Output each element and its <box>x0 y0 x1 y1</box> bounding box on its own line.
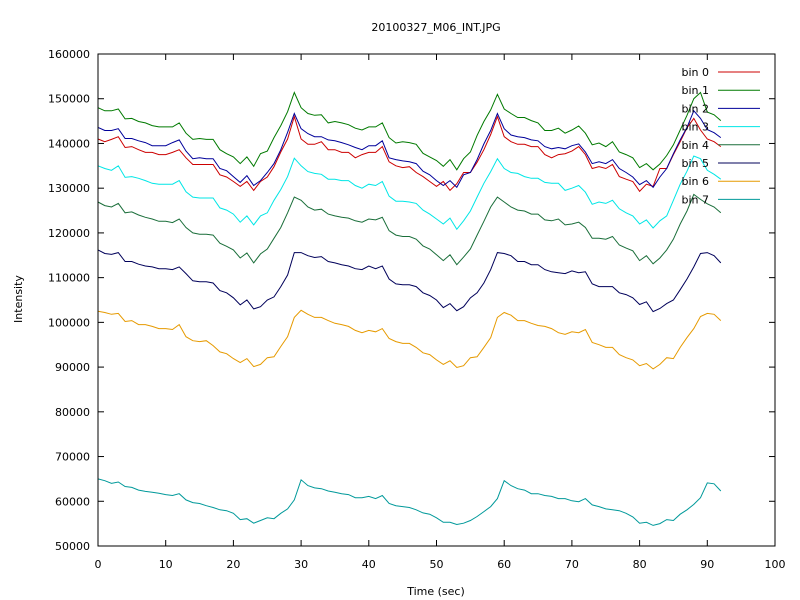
y-tick-label: 90000 <box>55 361 90 374</box>
y-tick-label: 60000 <box>55 495 90 508</box>
series-line-bin-2 <box>97 109 722 189</box>
series-line-bin-3 <box>97 155 722 231</box>
series-line-bin-7 <box>97 478 722 526</box>
series-line-bin-0 <box>97 114 722 193</box>
series-layer <box>97 91 722 526</box>
x-tick-label: 20 <box>226 558 240 571</box>
x-axis-label: Time (sec) <box>406 585 465 598</box>
y-tick-label: 110000 <box>48 272 90 285</box>
x-tick-label: 80 <box>633 558 647 571</box>
x-tick-label: 40 <box>362 558 376 571</box>
series-line-bin-1 <box>97 91 722 171</box>
legend-label: bin 6 <box>681 175 709 188</box>
x-tick-label: 10 <box>159 558 173 571</box>
y-tick-label: 80000 <box>55 406 90 419</box>
x-tick-label: 60 <box>497 558 511 571</box>
legend-label: bin 4 <box>681 139 709 152</box>
y-tick-label: 160000 <box>48 48 90 61</box>
series-line-bin-4 <box>97 193 722 266</box>
y-axis-label: Intensity <box>12 275 25 323</box>
legend: bin 0 bin 1 bin 2 bin 3 bin 4 bin 5 bin 6 bin 7 <box>681 66 760 206</box>
y-tick-label: 140000 <box>48 137 90 150</box>
y-tick-label: 120000 <box>48 227 90 240</box>
axis-ticks: 0 10 20 30 40 50 60 70 80 90 100 50000 60000 70000 800… <box>48 48 786 571</box>
legend-label: bin 1 <box>681 84 709 97</box>
x-tick-label: 30 <box>294 558 308 571</box>
series-line-bin-6 <box>97 309 722 370</box>
y-tick-label: 70000 <box>55 451 90 464</box>
x-tick-label: 70 <box>565 558 579 571</box>
legend-label: bin 7 <box>681 193 709 206</box>
x-tick-label: 0 <box>95 558 102 571</box>
y-tick-label: 150000 <box>48 93 90 106</box>
y-tick-label: 100000 <box>48 316 90 329</box>
legend-label: bin 5 <box>681 157 709 170</box>
y-tick-label: 50000 <box>55 540 90 553</box>
x-tick-label: 50 <box>430 558 444 571</box>
chart-title: 20100327_M06_INT.JPG <box>371 21 500 34</box>
y-tick-label: 130000 <box>48 182 90 195</box>
series-line-bin-5 <box>97 249 722 313</box>
legend-label: bin 3 <box>681 121 709 134</box>
legend-label: bin 2 <box>681 102 709 115</box>
x-tick-label: 90 <box>700 558 714 571</box>
legend-label: bin 0 <box>681 66 709 79</box>
plot-frame <box>97 53 776 547</box>
x-tick-label: 100 <box>765 558 786 571</box>
